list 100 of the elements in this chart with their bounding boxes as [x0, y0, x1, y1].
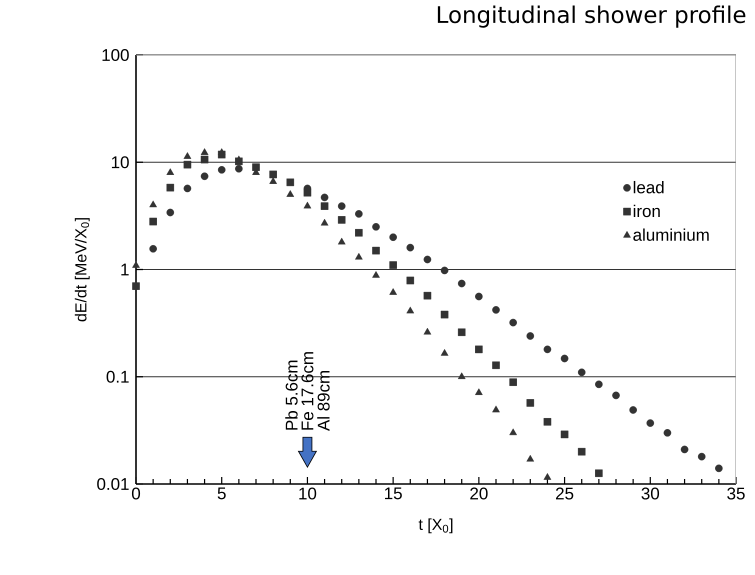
point — [304, 188, 312, 197]
point — [509, 428, 517, 436]
point — [406, 276, 414, 284]
point — [372, 246, 380, 254]
annotation: Al 89cm — [317, 370, 330, 432]
point — [424, 292, 432, 300]
point — [355, 228, 363, 237]
point — [166, 168, 174, 175]
point — [629, 406, 637, 414]
annotation: Fe 17.6cm — [301, 352, 314, 430]
legend-label: aluminium — [633, 228, 709, 241]
point — [698, 452, 706, 460]
point — [475, 292, 483, 300]
x-tick-label: 25 — [556, 488, 574, 500]
point — [544, 473, 552, 480]
point — [595, 380, 603, 388]
x-tick-label: 5 — [218, 488, 226, 500]
y-tick-label: 10 — [112, 156, 129, 168]
point — [578, 368, 586, 376]
x-tick-label: 35 — [727, 488, 745, 500]
x-tick-label: 15 — [385, 488, 402, 500]
point — [458, 328, 466, 336]
point — [200, 172, 208, 180]
point — [492, 406, 500, 412]
point — [149, 244, 157, 253]
point — [440, 349, 448, 356]
point — [612, 392, 620, 400]
x-tick-label: 0 — [132, 488, 140, 500]
point — [389, 288, 397, 295]
point — [680, 446, 688, 454]
point — [458, 372, 466, 380]
legend-label: lead — [634, 180, 664, 194]
y-axis-title: dE/dt [MeV/X$_{0}$] — [74, 218, 90, 322]
point — [526, 454, 534, 462]
point — [355, 252, 363, 260]
point — [200, 148, 208, 155]
point — [320, 202, 328, 210]
point — [338, 238, 346, 244]
point — [184, 160, 192, 168]
point — [218, 148, 226, 155]
y-tick-label: 1 — [121, 264, 129, 276]
point — [440, 266, 448, 274]
point — [715, 464, 723, 472]
point — [560, 430, 568, 438]
point — [595, 469, 603, 478]
point — [286, 190, 294, 197]
point — [424, 328, 432, 335]
point — [355, 210, 363, 218]
point — [320, 218, 328, 226]
point — [320, 194, 328, 202]
point — [492, 361, 500, 370]
chart-title: Longitudinal shower profile — [438, 6, 746, 28]
point — [475, 388, 483, 396]
point — [235, 156, 243, 162]
point — [338, 216, 346, 224]
point — [338, 202, 346, 210]
point — [184, 152, 192, 159]
point — [560, 354, 568, 362]
point — [132, 261, 140, 268]
x-tick-label: 10 — [299, 488, 316, 500]
point — [286, 178, 294, 186]
point — [269, 177, 277, 184]
point — [664, 429, 672, 437]
point — [492, 306, 500, 314]
point — [544, 418, 552, 426]
point — [304, 202, 312, 208]
point — [389, 261, 397, 269]
point — [424, 256, 432, 264]
point — [166, 184, 174, 192]
point — [509, 318, 517, 326]
point — [458, 280, 466, 288]
annotation: Pb 5.6cm — [285, 360, 298, 430]
x-axis-title: t [X$_{0}$] — [418, 518, 452, 534]
point — [218, 166, 226, 174]
point — [440, 310, 448, 318]
y-tick-label: 0.01 — [97, 478, 129, 490]
point — [184, 184, 192, 192]
point — [200, 156, 208, 164]
point — [509, 378, 517, 386]
point — [544, 346, 552, 354]
point — [149, 218, 157, 226]
point — [372, 223, 380, 231]
point — [372, 271, 380, 278]
point — [406, 306, 414, 314]
point — [166, 208, 174, 216]
point — [389, 233, 397, 242]
x-tick-label: 20 — [470, 488, 488, 500]
point — [149, 200, 157, 208]
point — [646, 419, 654, 427]
point — [269, 170, 277, 178]
point — [526, 332, 534, 340]
y-tick-label: 0.1 — [106, 370, 129, 383]
point — [132, 282, 140, 290]
point — [526, 399, 534, 407]
y-tick-label: 100 — [102, 49, 129, 62]
point — [235, 164, 243, 173]
x-tick-label: 30 — [642, 488, 660, 500]
point — [475, 346, 483, 354]
point — [578, 448, 586, 456]
legend-label: iron — [634, 204, 660, 218]
